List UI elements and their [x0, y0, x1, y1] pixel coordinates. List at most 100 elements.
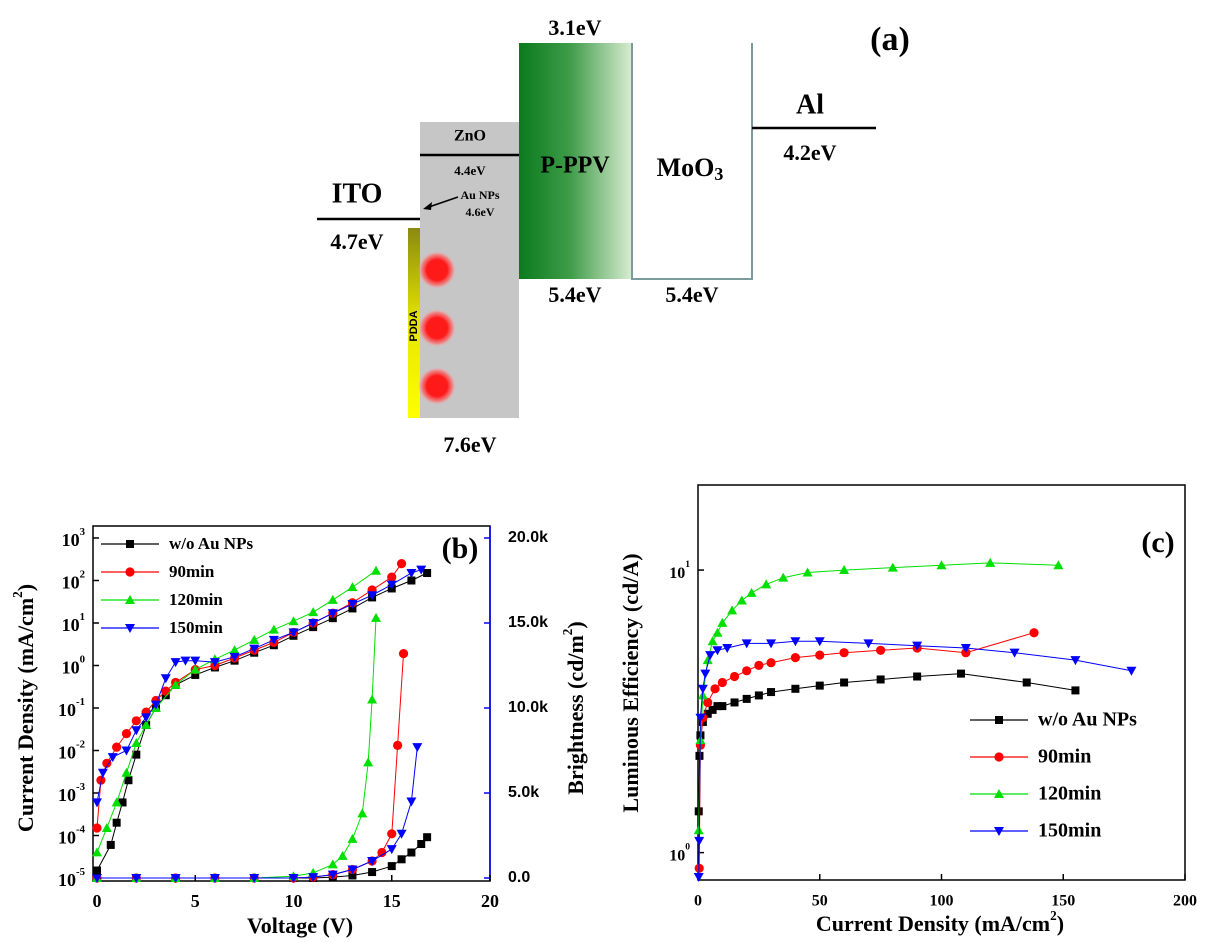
marker	[994, 752, 1004, 762]
marker	[703, 709, 712, 718]
x-axis-title: Current Density (mA/cm2)	[816, 908, 1064, 936]
marker	[327, 609, 338, 619]
level-label: 4.4eV	[454, 163, 486, 178]
x-tick-label: 100	[930, 893, 954, 910]
marker	[347, 865, 358, 875]
marker	[839, 648, 849, 658]
y2-tick-label: 10.0k	[508, 699, 548, 716]
layer-label: MoO3	[657, 153, 724, 184]
y-tick-label: 102	[62, 569, 85, 593]
series-line	[96, 563, 403, 829]
tick-base: 10	[62, 615, 80, 635]
marker	[713, 702, 722, 711]
marker	[160, 674, 171, 684]
title-superscript: 2	[560, 628, 575, 635]
chart: 0 5 10 15 2010-510-410-310-210-1100101102103…	[10, 525, 588, 938]
title-text: Current Density (mA/cm	[816, 911, 1050, 936]
tick-base: 10	[62, 530, 80, 550]
marker	[308, 619, 319, 628]
marker	[112, 742, 122, 752]
marker	[170, 658, 181, 668]
marker	[722, 643, 733, 653]
legend-label: 150min	[1038, 820, 1101, 842]
panel-label: (b)	[442, 532, 479, 565]
marker	[863, 639, 874, 649]
marker	[407, 576, 416, 585]
marker	[705, 651, 716, 661]
marker	[131, 738, 142, 748]
marker	[876, 675, 885, 684]
marker	[371, 565, 382, 575]
layer-label: P-PPV	[540, 153, 610, 179]
series-line	[698, 562, 1059, 831]
marker	[386, 845, 397, 855]
tick-base: 10	[62, 658, 80, 678]
marker	[288, 874, 299, 883]
marker	[1022, 678, 1031, 687]
marker	[994, 827, 1004, 836]
marker	[308, 873, 319, 883]
y-tick-label: 103	[62, 526, 86, 550]
marker	[814, 637, 825, 647]
y2-axis-title: Brightness (cd/m2)	[560, 621, 588, 794]
marker	[712, 627, 723, 637]
tick-base: 10	[58, 870, 76, 890]
layer-label: Au NPs	[460, 188, 499, 202]
marker	[170, 874, 181, 883]
y2-tick-label: 5.0k	[508, 784, 539, 801]
legend-label: 120min	[1038, 783, 1101, 805]
series-line	[96, 570, 377, 853]
marker	[717, 617, 728, 627]
marker	[209, 658, 220, 668]
marker	[150, 700, 161, 710]
marker	[985, 557, 996, 567]
marker	[131, 726, 142, 736]
marker	[742, 694, 751, 703]
y-tick-label: 101	[62, 611, 85, 635]
marker	[111, 797, 122, 807]
marker	[790, 652, 801, 663]
marker	[912, 641, 923, 651]
marker	[371, 612, 382, 622]
marker	[707, 636, 718, 646]
tick-exponent: -2	[76, 739, 85, 751]
legend-label: 90min	[1038, 746, 1091, 768]
marker	[693, 825, 704, 835]
marker	[697, 684, 708, 694]
marker	[703, 697, 713, 708]
marker	[347, 599, 358, 609]
marker	[693, 872, 704, 882]
marker	[1126, 666, 1137, 676]
marker	[417, 840, 426, 848]
series-line	[698, 640, 1132, 878]
marker	[700, 669, 711, 679]
pppv-block	[519, 43, 632, 279]
arrow-head	[423, 202, 432, 210]
tick-exponent: 0	[685, 842, 690, 853]
marker	[754, 691, 763, 700]
marker	[229, 652, 240, 662]
marker	[790, 637, 801, 647]
marker	[97, 768, 108, 778]
marker	[190, 664, 201, 674]
marker	[92, 874, 102, 883]
x-tick-label: 20	[481, 891, 499, 911]
plot-frame	[697, 484, 1186, 881]
layer-label: Al	[796, 89, 824, 120]
marker	[347, 582, 358, 592]
x-axis-title: Voltage (V)	[247, 913, 353, 938]
y-axis-title: Luminous Efficiency (cd/A)	[618, 553, 643, 812]
tick-base: 10	[58, 828, 76, 848]
marker	[766, 658, 776, 668]
marker	[387, 829, 397, 839]
marker	[960, 643, 971, 653]
layer-name: MoO	[657, 153, 715, 182]
tick-base: 10	[58, 785, 76, 805]
marker	[118, 798, 127, 807]
marker	[107, 753, 118, 763]
marker	[791, 684, 800, 693]
marker	[106, 840, 115, 849]
legend-label: 150min	[169, 618, 223, 637]
marker	[710, 684, 720, 694]
